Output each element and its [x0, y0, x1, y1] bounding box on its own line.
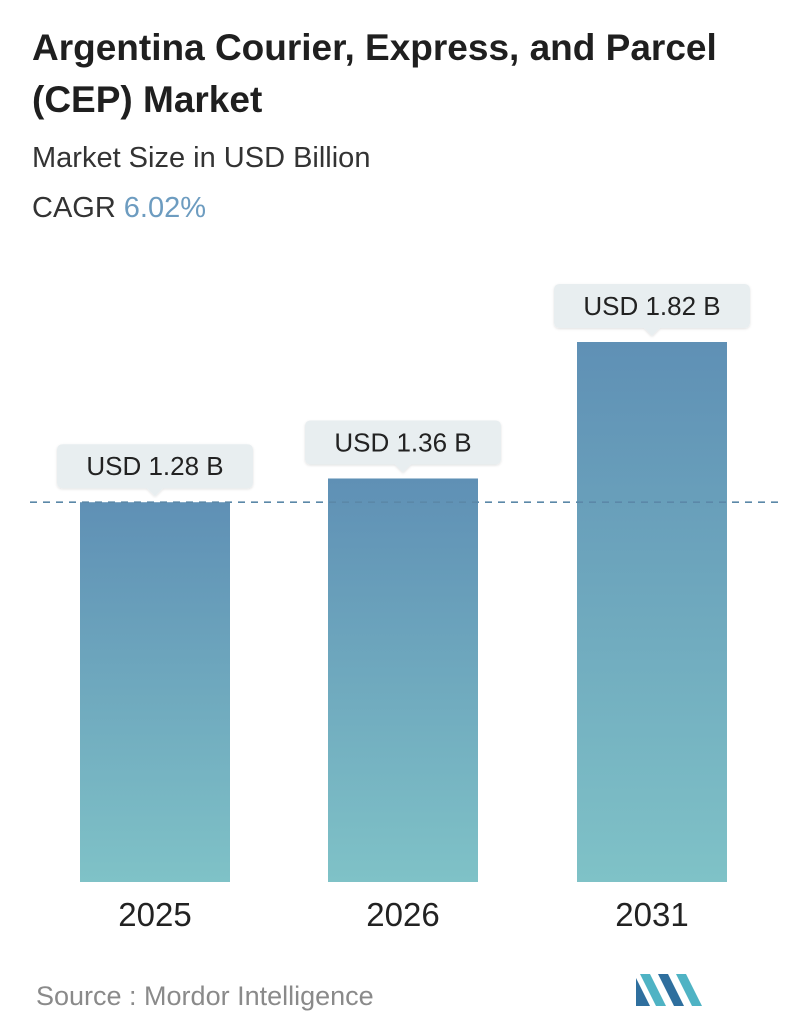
chart-subtitle: Market Size in USD Billion — [32, 142, 371, 174]
x-tick-label-2025: 2025 — [118, 896, 191, 933]
value-label-text: USD 1.82 B — [583, 291, 720, 321]
value-label-2026: USD 1.36 B — [305, 420, 501, 473]
bar-chart: USD 1.28 B USD 1.36 B USD 1.82 B 2025 2026 2… — [30, 284, 782, 933]
value-label-2025: USD 1.28 B — [57, 444, 253, 497]
value-label-text: USD 1.36 B — [334, 427, 471, 457]
x-tick-label-2026: 2026 — [366, 896, 439, 933]
source-text: Source : Mordor Intelligence — [36, 981, 374, 1011]
chart-title: Argentina Courier, Express, and Parcel (… — [32, 27, 717, 120]
x-tick-label-2031: 2031 — [615, 896, 688, 933]
value-label-2031: USD 1.82 B — [554, 284, 750, 336]
bar-2031 — [577, 342, 727, 882]
bar-2026 — [328, 478, 478, 882]
value-label-text: USD 1.28 B — [86, 451, 223, 481]
cagr-row: CAGR 6.02% — [32, 188, 206, 228]
bar-2025 — [80, 502, 230, 882]
cagr-label: CAGR — [32, 192, 116, 224]
mordor-intelligence-logo-icon — [636, 974, 702, 1006]
cagr-value: 6.02% — [123, 192, 207, 224]
